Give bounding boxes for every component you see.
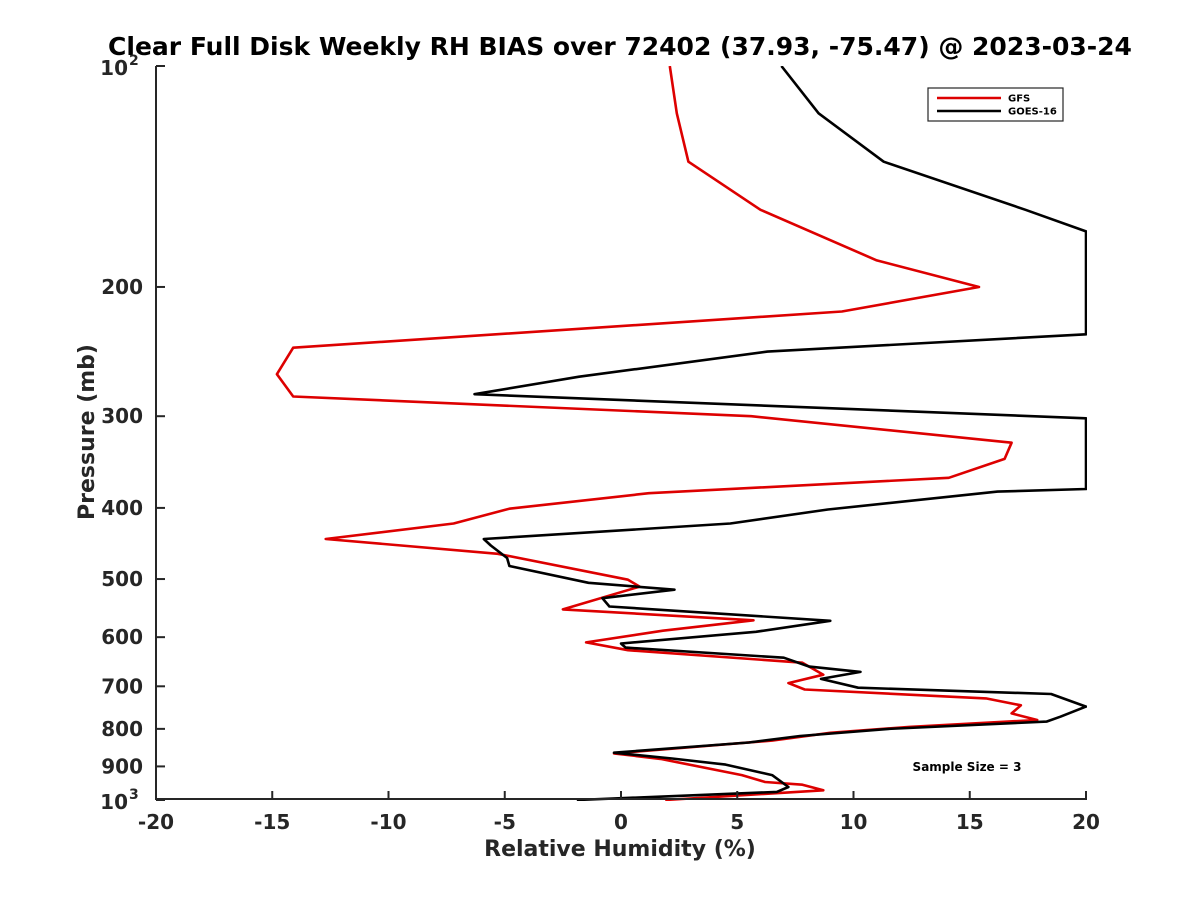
y-tick-label: 900 xyxy=(101,754,143,778)
x-tick-label: 5 xyxy=(730,810,744,834)
x-tick-label: 0 xyxy=(614,810,628,834)
y-tick-exponent: 2 xyxy=(129,53,139,69)
y-tick-label: 200 xyxy=(101,275,143,299)
x-tick-label: 15 xyxy=(956,810,984,834)
x-tick-label: 10 xyxy=(840,810,868,834)
legend: GFS GOES-16 xyxy=(927,87,1064,122)
sample-size-annotation: Sample Size = 3 xyxy=(913,760,1022,774)
x-ticks: -20 -15 -10 -5 0 5 10 15 20 xyxy=(138,791,1100,834)
x-axis-label: Relative Humidity (%) xyxy=(484,837,756,862)
x-tick-label: 20 xyxy=(1072,810,1100,834)
x-tick-label: -10 xyxy=(370,810,406,834)
y-tick-label: 800 xyxy=(101,717,143,741)
legend-box xyxy=(927,87,1064,122)
y-tick-label: 300 xyxy=(101,404,143,428)
y-tick-label: 500 xyxy=(101,567,143,591)
y-tick-label: 10 xyxy=(100,56,128,80)
x-tick-label: -15 xyxy=(254,810,290,834)
legend-label: GFS xyxy=(1008,94,1030,105)
x-tick-label: -5 xyxy=(494,810,516,834)
y-axis-label: Pressure (mb) xyxy=(75,344,100,520)
y-tick-label: 10 xyxy=(100,790,128,814)
series-layer xyxy=(275,66,1087,801)
x-tick-label: -20 xyxy=(138,810,174,834)
legend-label: GOES-16 xyxy=(1008,107,1057,118)
chart-title: Clear Full Disk Weekly RH BIAS over 7240… xyxy=(108,32,1132,61)
y-tick-label: 400 xyxy=(101,496,143,520)
series-line-goes-16 xyxy=(473,66,1087,801)
y-tick-exponent: 3 xyxy=(129,787,139,803)
y-tick-label: 700 xyxy=(101,674,143,698)
y-tick-label: 600 xyxy=(101,625,143,649)
